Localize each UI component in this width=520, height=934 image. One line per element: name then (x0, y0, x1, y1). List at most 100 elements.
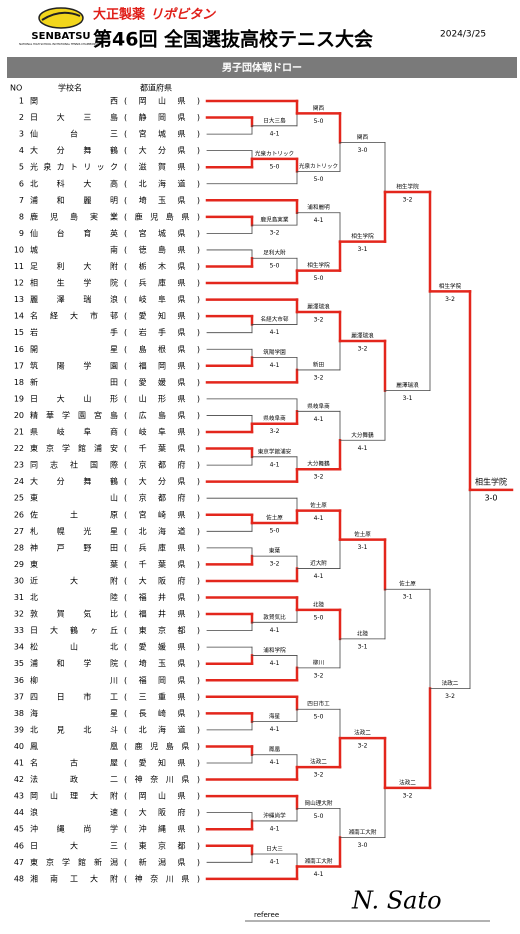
team-pref: (岐阜県) (124, 427, 200, 437)
team-pref: (岩手県) (124, 327, 200, 337)
team-name: 県岐阜商 (30, 427, 118, 437)
team-no: 30 (14, 576, 24, 585)
team-name: 松山北 (30, 642, 118, 652)
team-no: 40 (14, 742, 24, 751)
team-no: 45 (14, 825, 24, 834)
team-name: 佐土原 (30, 509, 118, 519)
team-name: 鹿児島実業 (30, 211, 118, 221)
team-no: 17 (14, 361, 24, 370)
logo-swoosh (41, 11, 81, 21)
winner-label: 東葉 (269, 547, 281, 555)
team-name: 札幌光星 (30, 526, 118, 536)
team-pref: (北海道) (124, 178, 200, 188)
team-pref: (静岡県) (124, 112, 200, 122)
score-label: 3-2 (314, 374, 324, 381)
winner-label: 鳳凰 (269, 746, 281, 753)
team-name: 関西 (30, 97, 118, 106)
score-label: 3-2 (314, 474, 324, 481)
score-label: 3-0 (358, 147, 368, 154)
team-no: 16 (14, 345, 24, 354)
team-pref: (神奈川県) (124, 873, 200, 883)
team-pref: (大分県) (124, 476, 200, 486)
team-pref: (大阪府) (124, 575, 200, 585)
team-no: 44 (14, 808, 24, 817)
team-name: 光泉カトリック (30, 162, 118, 172)
team-pref: (徳島県) (124, 244, 200, 254)
team-pref: (栃木県) (124, 261, 200, 271)
team-no: 41 (14, 759, 24, 768)
winner-label: 北陸 (313, 600, 325, 608)
team-no: 33 (14, 626, 24, 635)
team-name: 開星 (30, 345, 118, 354)
score-label: 5-0 (314, 275, 324, 282)
team-no: 27 (14, 527, 24, 536)
score-label: 3-1 (403, 594, 413, 601)
score-label: 4-1 (358, 445, 368, 452)
winner-label: 相生学院 (307, 261, 330, 269)
team-no: 5 (19, 163, 24, 172)
winner-label: 関西 (357, 134, 369, 141)
winner-label: 佐土原 (266, 514, 283, 522)
winner-label: 北陸 (357, 629, 369, 637)
winner-label: 法政二 (354, 729, 371, 737)
team-no: 43 (14, 792, 24, 801)
team-no: 28 (14, 543, 24, 552)
team-no: 7 (19, 196, 24, 205)
winner-label: 法政二 (442, 679, 459, 687)
logo-text: SENBATSU (31, 31, 90, 42)
team-no: 19 (14, 394, 24, 403)
score-label: 3-1 (358, 544, 368, 551)
score-label: 3-0 (358, 842, 368, 849)
sponsor-brand: リポビタン (150, 7, 216, 23)
team-name: 海星 (30, 708, 118, 718)
team-name: 名経大市邨 (30, 311, 118, 321)
team-no: 18 (14, 378, 24, 387)
team-pref: (福井県) (124, 592, 200, 602)
winner-label: 日大三 (266, 845, 283, 853)
team-no: 11 (14, 262, 24, 271)
team-pref: (愛媛県) (124, 377, 200, 387)
team-no: 14 (14, 312, 24, 321)
winner-label: 県岐阜商 (263, 414, 286, 422)
score-label: 4-1 (270, 329, 280, 336)
score-label: 3-2 (270, 428, 280, 435)
team-pref: (滋賀県) (124, 162, 200, 172)
score-label: 3-2 (314, 772, 324, 779)
team-name: 仙台三 (30, 129, 118, 139)
score-label: 4-1 (314, 217, 324, 224)
team-name: 法政二 (30, 774, 118, 784)
team-name: 北陸 (30, 592, 118, 602)
score-label: 5-0 (314, 813, 324, 820)
team-no: 1 (19, 97, 24, 106)
team-pref: (福井県) (124, 609, 200, 619)
team-pref: (兵庫県) (124, 278, 200, 288)
team-name: 東山 (30, 493, 118, 503)
winner-label: 湘南工大附 (305, 857, 333, 865)
score-label: 3-2 (358, 743, 368, 750)
team-pref: (三重県) (124, 691, 200, 701)
team-no: 2 (19, 113, 24, 122)
team-no: 35 (14, 659, 24, 668)
team-name: 日大鶴ヶ丘 (30, 625, 118, 635)
score-label: 4-1 (270, 825, 280, 832)
score-label: 4-1 (314, 871, 324, 878)
banner-text: 男子団体戦ドロー (222, 61, 302, 74)
team-pref: (愛知県) (124, 758, 200, 768)
team-pref: (大阪府) (124, 807, 200, 817)
team-pref: (岐阜県) (124, 294, 200, 304)
score-label: 5-0 (314, 614, 324, 621)
winner-label: 足利大附 (263, 249, 286, 257)
winner-label: 相生学院 (351, 232, 374, 240)
team-name: 東葉 (30, 559, 118, 569)
team-name: 岩手 (30, 327, 118, 337)
winner-label: 大分舞鶴 (307, 460, 330, 468)
score-label: 4-1 (314, 416, 324, 423)
team-no: 13 (14, 295, 24, 304)
team-no: 42 (14, 775, 24, 784)
winner-label: 佐土原 (310, 501, 327, 509)
winner-label: 麗澤瑞浪 (307, 303, 330, 311)
title: 第46回 全国選抜高校テニス大会 (93, 28, 373, 51)
team-pref: (埼玉県) (124, 658, 200, 668)
team-name: 近大附 (30, 575, 118, 585)
winner-label: 近大附 (310, 559, 327, 567)
